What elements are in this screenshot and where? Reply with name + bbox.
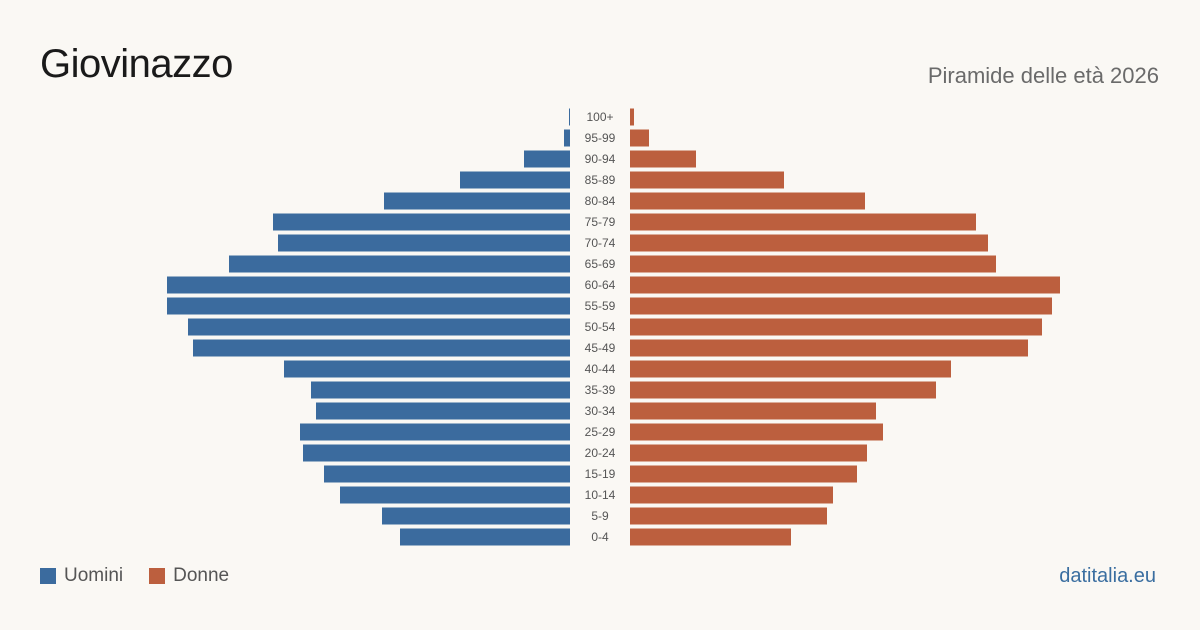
bar-female-5-9	[630, 507, 827, 525]
bar-female-100+	[630, 108, 634, 126]
legend-item-male: Uomini	[40, 565, 123, 587]
chart-subtitle: Piramide delle età 2026	[927, 63, 1159, 88]
bar-female-80-84	[630, 192, 865, 210]
bar-female-20-24	[630, 444, 867, 462]
age-label-55-59: 55-59	[585, 299, 616, 313]
age-label-40-44: 40-44	[585, 362, 616, 376]
bar-female-70-74	[630, 234, 988, 252]
legend: Uomini Donne	[40, 565, 255, 587]
bar-male-70-74	[278, 234, 570, 252]
bar-male-90-94	[524, 150, 570, 168]
bar-female-85-89	[630, 171, 784, 189]
legend-label-male: Uomini	[64, 565, 124, 586]
legend-item-female: Donne	[149, 565, 229, 587]
bar-male-80-84	[384, 192, 570, 210]
legend-swatch-female	[149, 568, 166, 584]
bar-male-35-39	[311, 381, 570, 399]
age-label-60-64: 60-64	[585, 278, 616, 292]
bar-male-75-79	[273, 213, 570, 231]
age-label-25-29: 25-29	[585, 425, 616, 439]
legend-swatch-male	[40, 568, 56, 584]
legend-label-female: Donne	[173, 565, 230, 586]
bar-female-45-49	[630, 339, 1028, 357]
bar-female-30-34	[630, 402, 876, 420]
bar-male-20-24	[303, 444, 570, 462]
age-label-80-84: 80-84	[585, 194, 616, 208]
bar-male-0-4	[400, 528, 570, 546]
bar-female-65-69	[630, 255, 996, 273]
bar-male-65-69	[229, 255, 570, 273]
bar-female-0-4	[630, 528, 791, 546]
bar-female-55-59	[630, 297, 1052, 315]
bar-female-25-29	[630, 423, 883, 441]
age-label-5-9: 5-9	[591, 509, 609, 523]
age-label-95-99: 95-99	[585, 131, 616, 145]
page-title: Giovinazzo	[40, 42, 233, 86]
bar-male-50-54	[188, 318, 570, 336]
age-label-10-14: 10-14	[585, 488, 616, 502]
bar-female-60-64	[630, 276, 1060, 294]
age-label-20-24: 20-24	[585, 446, 616, 460]
bar-female-10-14	[630, 486, 833, 504]
bar-female-35-39	[630, 381, 936, 399]
bar-female-75-79	[630, 213, 976, 231]
age-label-30-34: 30-34	[585, 404, 616, 418]
bar-male-40-44	[284, 360, 570, 378]
bar-female-50-54	[630, 318, 1042, 336]
bar-male-45-49	[193, 339, 570, 357]
bar-male-85-89	[460, 171, 570, 189]
age-label-75-79: 75-79	[585, 215, 616, 229]
age-label-70-74: 70-74	[585, 236, 616, 250]
bar-male-5-9	[382, 507, 570, 525]
age-label-45-49: 45-49	[585, 341, 616, 355]
bar-male-15-19	[324, 465, 570, 483]
bar-male-10-14	[340, 486, 570, 504]
bar-male-100+	[569, 108, 570, 126]
bar-female-15-19	[630, 465, 857, 483]
bar-female-40-44	[630, 360, 951, 378]
age-label-85-89: 85-89	[585, 173, 616, 187]
bar-male-60-64	[167, 276, 570, 294]
age-label-15-19: 15-19	[585, 467, 616, 481]
age-label-65-69: 65-69	[585, 257, 616, 271]
bar-male-55-59	[167, 297, 570, 315]
bar-male-30-34	[316, 402, 570, 420]
bar-male-25-29	[300, 423, 570, 441]
bar-male-95-99	[564, 129, 570, 147]
bar-female-95-99	[630, 129, 649, 147]
age-label-35-39: 35-39	[585, 383, 616, 397]
age-label-50-54: 50-54	[585, 320, 616, 334]
age-label-100+: 100+	[586, 110, 613, 124]
age-label-0-4: 0-4	[591, 530, 609, 544]
age-label-90-94: 90-94	[585, 152, 616, 166]
source-link[interactable]: datitalia.eu	[1059, 565, 1156, 587]
bar-female-90-94	[630, 150, 696, 168]
